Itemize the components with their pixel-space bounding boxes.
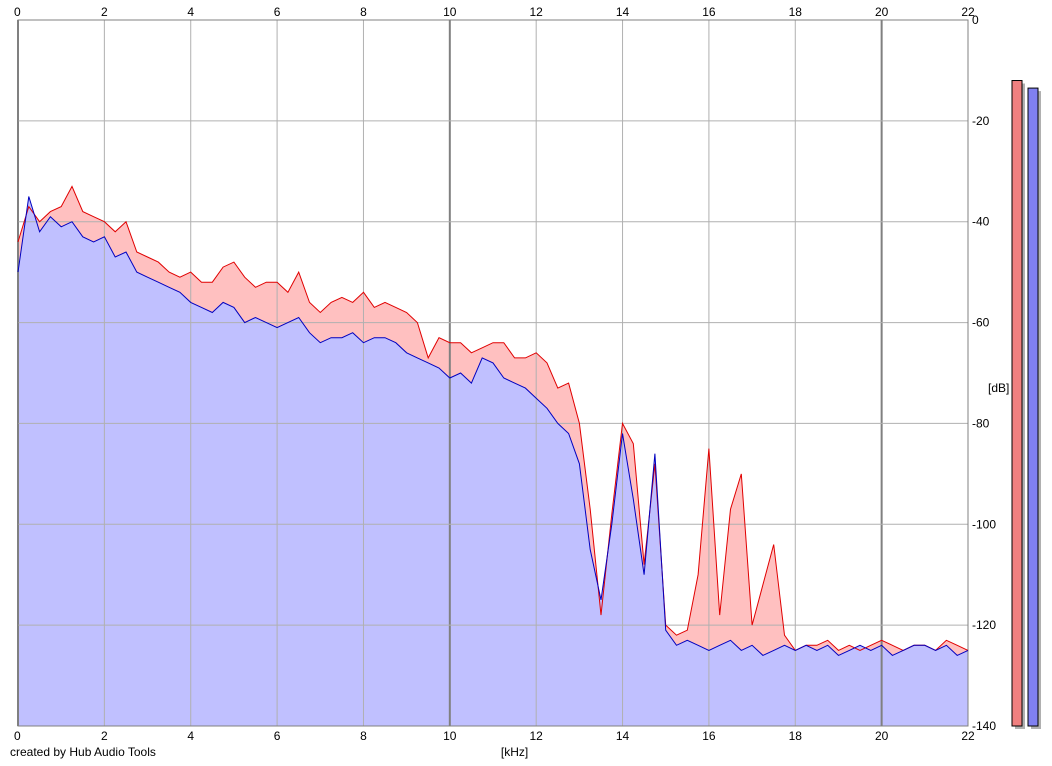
- spectrum-fills: [18, 186, 968, 726]
- y-tick-label: -140: [972, 719, 996, 733]
- level-meter-2: [1027, 87, 1039, 727]
- y-tick-label: -20: [972, 114, 990, 128]
- x-tick-label-bottom: 18: [789, 729, 803, 743]
- plot-border: [17, 19, 969, 727]
- x-tick-label-top: 6: [274, 5, 281, 19]
- x-tick-label-top: 2: [101, 5, 108, 19]
- x-tick-label-bottom: 12: [530, 729, 544, 743]
- y-tick-label: -120: [972, 618, 996, 632]
- y-tick-label: -80: [972, 416, 990, 430]
- x-tick-label-bottom: 10: [443, 729, 457, 743]
- y-tick-label: -40: [972, 215, 990, 229]
- x-tick-label-bottom: 14: [616, 729, 630, 743]
- x-tick-labels-top: 0 2 4 6 8 10 12 14 16 18 20 22: [14, 5, 975, 19]
- y-tick-label: 0: [972, 13, 979, 27]
- series-2-line: [17, 196, 969, 656]
- y-tick-label: -60: [972, 316, 990, 330]
- x-tick-label-bottom: 22: [961, 729, 975, 743]
- y-tick-labels: 0 -20 -40 -60 -80 -100 -120 -140: [972, 13, 996, 733]
- x-tick-label-bottom: 2: [101, 729, 108, 743]
- x-tick-label-bottom: 6: [274, 729, 281, 743]
- credit-text: created by Hub Audio Tools: [10, 745, 156, 759]
- x-tick-label-top: 10: [443, 5, 457, 19]
- x-tick-label-top: 0: [14, 5, 21, 19]
- x-tick-label-top: 16: [702, 5, 716, 19]
- grid-lines: [17, 19, 969, 727]
- level-meter-1: [1011, 80, 1023, 727]
- x-tick-label-top: 20: [875, 5, 889, 19]
- y-axis-label: [dB]: [988, 381, 1009, 395]
- level-meters: [1011, 80, 1041, 730]
- x-tick-label-bottom: 4: [187, 729, 194, 743]
- x-axis-label: [kHz]: [501, 745, 528, 759]
- y-tick-label: -100: [972, 517, 996, 531]
- spectrum-lines: [17, 185, 969, 656]
- x-tick-label-bottom: 0: [14, 729, 21, 743]
- x-tick-label-bottom: 16: [702, 729, 716, 743]
- series-2-fill: [18, 196, 968, 726]
- x-tick-label-top: 4: [187, 5, 194, 19]
- series-1-line: [17, 185, 969, 652]
- x-tick-label-bottom: 8: [360, 729, 367, 743]
- x-tick-label-top: 18: [789, 5, 803, 19]
- x-tick-label-top: 14: [616, 5, 630, 19]
- x-tick-label-top: 8: [360, 5, 367, 19]
- x-tick-labels-bottom: 0 2 4 6 8 10 12 14 16 18 20 22: [14, 729, 975, 743]
- x-tick-label-bottom: 20: [875, 729, 889, 743]
- x-tick-label-top: 12: [530, 5, 544, 19]
- x-tick-label-top: 22: [961, 5, 975, 19]
